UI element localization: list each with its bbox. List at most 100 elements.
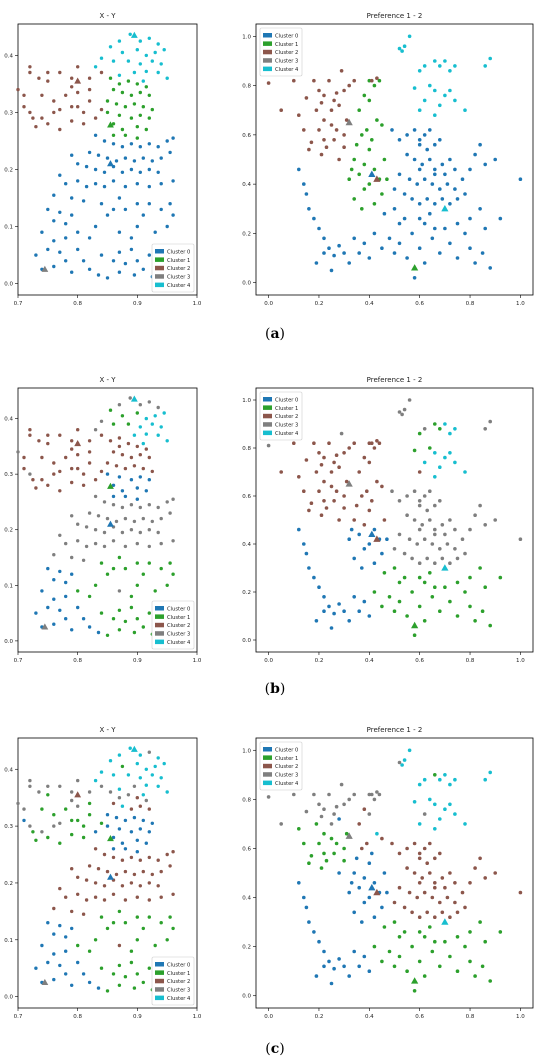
xy-point [52, 824, 56, 828]
xy-point [117, 589, 122, 593]
xy-centroid-marker [74, 77, 82, 84]
xy-point [58, 886, 62, 891]
pref-point [397, 760, 402, 765]
pref-point [412, 871, 417, 875]
xy-point [93, 224, 98, 229]
pref-point [342, 506, 346, 510]
xy-point [93, 847, 98, 851]
pref-point [428, 128, 432, 132]
pref-point [463, 590, 467, 594]
xy-point [159, 516, 163, 521]
xy-point [46, 247, 50, 252]
xy-plot: X - Y 0.7 0.8 0.9 1.0 0.0 0.1 0.2 0.3 0.4 Cluster … [4, 376, 202, 664]
legend-label: Cluster 0 [167, 962, 190, 968]
y-tick-label: 0.8 [242, 84, 251, 90]
xy-point [165, 76, 169, 80]
xy-point [84, 525, 89, 529]
xy-point [63, 935, 68, 939]
pref-point [397, 46, 402, 51]
xy-point [153, 50, 157, 55]
pref-point [483, 162, 488, 167]
xy-point [70, 909, 74, 914]
xy-point [76, 892, 80, 896]
xy-point [165, 583, 169, 587]
xy-point [126, 79, 131, 83]
xy-point [102, 184, 107, 189]
xy-point [132, 433, 137, 437]
legend: Cluster 0 Cluster 1 Cluster 2 Cluster 3 Clus… [151, 600, 195, 650]
pref-point [488, 623, 493, 628]
pref-point [402, 551, 407, 556]
xy-point [105, 989, 110, 993]
legend-swatch [155, 639, 164, 645]
legend-label: Cluster 1 [275, 406, 298, 412]
xy-point [52, 264, 56, 269]
legend-frame [259, 27, 303, 77]
xy-point [81, 972, 86, 976]
pref-point [279, 108, 284, 112]
xy-point [46, 79, 50, 83]
xy-point [135, 915, 139, 919]
pref-point [433, 773, 437, 777]
pref-point [332, 98, 336, 103]
pref-point [407, 34, 412, 39]
x-tick-label: 0.8 [466, 1014, 475, 1020]
pref-point [304, 192, 309, 196]
xy-point [150, 773, 154, 777]
xy-point [156, 505, 160, 510]
pref-point [362, 162, 367, 167]
pref-point [397, 138, 402, 142]
y-tick-label: 0.2 [4, 881, 13, 887]
xy-point [63, 617, 68, 621]
xy-point [156, 405, 160, 410]
xy-point [150, 422, 154, 426]
pref-point [425, 556, 430, 561]
pref-point [397, 599, 402, 604]
xy-point [93, 167, 98, 172]
xy-point [168, 202, 172, 206]
pref-point [433, 503, 437, 508]
xy-point [117, 796, 122, 800]
xy-point [108, 759, 113, 763]
pref-point [422, 537, 427, 541]
pref-point [428, 925, 432, 929]
legend-swatch [155, 274, 164, 279]
pref-point [370, 851, 374, 856]
x-tick-label: 0.8 [73, 1014, 82, 1020]
pref-point [349, 527, 354, 532]
pref-point [324, 506, 329, 510]
pref-point [417, 246, 422, 250]
pref-point [329, 470, 334, 474]
xy-point [156, 42, 160, 46]
pref-point [344, 479, 349, 484]
xy-point [135, 617, 139, 621]
pref-point [430, 895, 435, 900]
legend-label: Cluster 2 [275, 414, 298, 420]
pref-point [329, 268, 334, 273]
xy-point [105, 516, 110, 521]
xy-point [111, 801, 116, 806]
xy-point [58, 533, 62, 537]
xy-point [63, 222, 68, 226]
pref-point [307, 147, 311, 152]
pref-point [329, 108, 334, 112]
pref-point [402, 905, 407, 910]
xy-point [117, 270, 122, 274]
xy-point [87, 87, 92, 92]
y-tick-label: 0.6 [242, 846, 251, 852]
pref-point [428, 518, 432, 522]
xy-point [147, 116, 151, 120]
xy-point [117, 444, 122, 449]
pref-point [468, 959, 472, 964]
xy-point [87, 790, 92, 794]
pref-point [455, 556, 460, 561]
xy-point [141, 818, 145, 823]
pref-point [372, 881, 377, 885]
panel-b: X - Y 0.7 0.8 0.9 1.0 0.0 0.1 0.2 0.3 0.4 Cluster … [4, 376, 534, 697]
pref-point [448, 202, 452, 206]
xy-point [46, 483, 50, 487]
xy-point [40, 116, 44, 120]
xy-point [87, 461, 92, 465]
pref-point [354, 856, 359, 861]
pref-point [428, 571, 432, 575]
